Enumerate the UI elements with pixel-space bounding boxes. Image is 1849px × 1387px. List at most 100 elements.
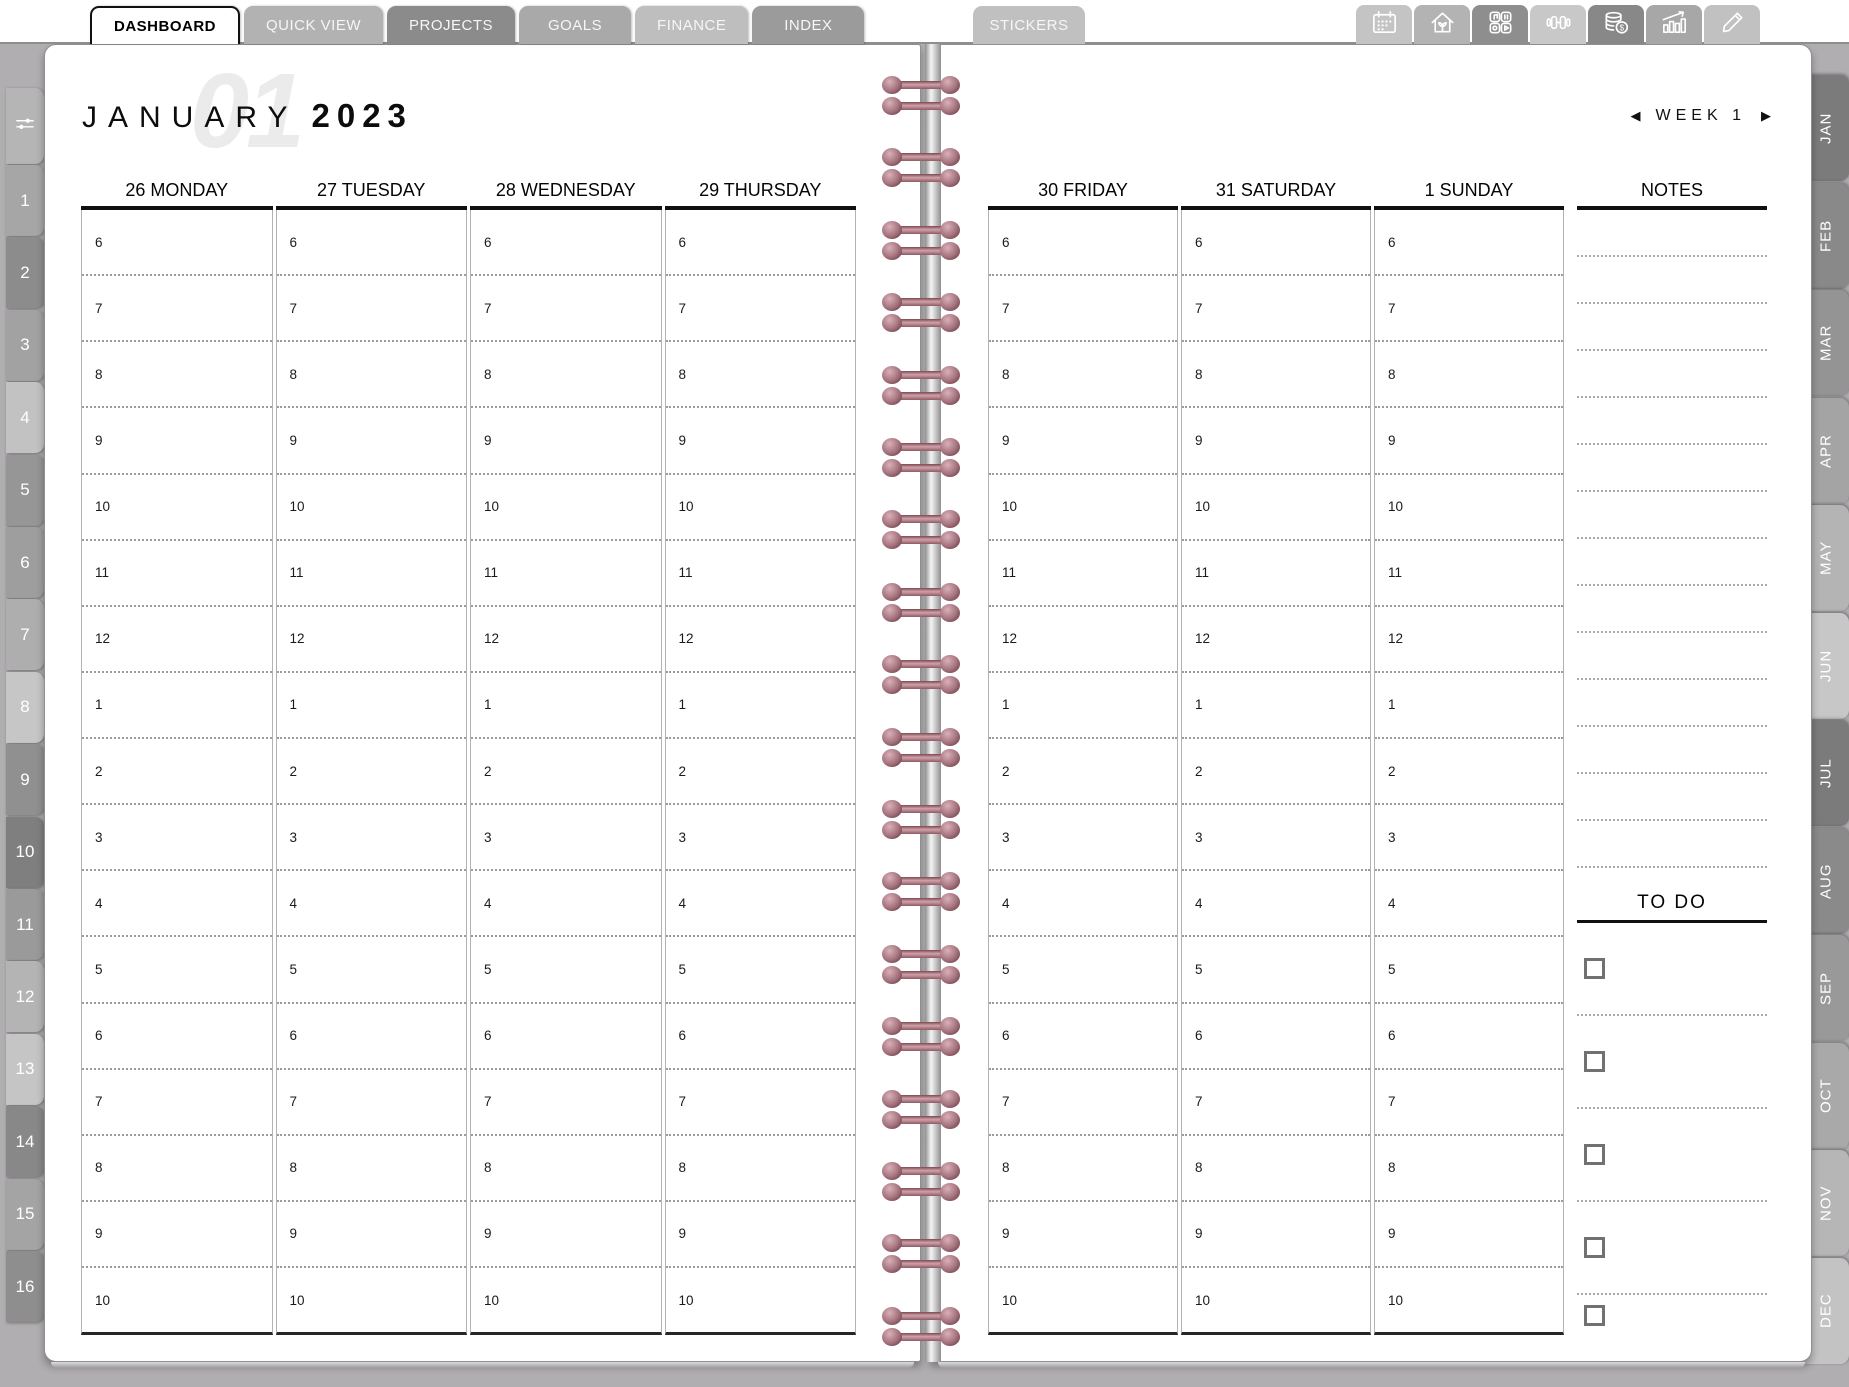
time-slot[interactable]: 9 [1375,408,1563,475]
time-slot[interactable]: 10 [1182,475,1370,541]
week-tab-11[interactable]: 11 [6,889,44,960]
time-slot[interactable]: 2 [1375,739,1563,806]
time-slot[interactable]: 7 [1182,276,1370,343]
time-slot[interactable]: 1 [471,673,661,739]
week-tab-14[interactable]: 14 [6,1106,44,1178]
time-slot[interactable]: 8 [276,1136,466,1202]
time-slot[interactable]: 9 [82,1202,272,1268]
time-slot[interactable]: 9 [1375,1202,1563,1268]
time-slot[interactable]: 6 [82,1004,272,1070]
time-slot[interactable]: 9 [989,408,1177,475]
time-slot[interactable]: 11 [82,541,272,607]
time-slot[interactable]: 9 [665,1202,855,1268]
tab-dumbbell[interactable] [1530,5,1586,44]
time-slot[interactable]: 6 [276,210,466,277]
time-slot[interactable]: 5 [471,937,661,1004]
time-slot[interactable]: 6 [665,210,855,277]
time-slot[interactable]: 5 [1182,937,1370,1004]
todo-item[interactable] [1577,1202,1767,1295]
time-slot[interactable]: 6 [471,210,661,277]
time-slot[interactable]: 12 [1375,607,1563,673]
time-slot[interactable]: 7 [665,276,855,343]
time-slot[interactable]: 11 [276,541,466,607]
tab-finance[interactable]: FINANCE [635,6,749,44]
time-slot[interactable]: 10 [989,1268,1177,1332]
time-slot[interactable]: 6 [276,1004,466,1070]
time-slot[interactable]: 7 [1375,1070,1563,1136]
time-slot[interactable]: 10 [471,1268,661,1332]
time-slot[interactable]: 12 [989,607,1177,673]
notes-line[interactable] [1577,398,1767,445]
tab-index[interactable]: INDEX [752,6,865,44]
time-slot[interactable]: 6 [989,1004,1177,1070]
time-slot[interactable]: 8 [1182,342,1370,409]
todo-checkbox[interactable] [1584,958,1605,979]
time-slot[interactable]: 4 [471,871,661,938]
time-slot[interactable]: 10 [989,475,1177,541]
time-slot[interactable]: 4 [665,871,855,938]
tab-calendar[interactable] [1356,5,1412,44]
notes-line[interactable] [1577,492,1767,539]
previous-week-button[interactable]: ◀ [1630,108,1641,123]
time-slot[interactable]: 7 [276,276,466,343]
time-slot[interactable]: 2 [471,739,661,806]
time-slot[interactable]: 8 [989,1136,1177,1202]
time-slot[interactable]: 6 [1182,210,1370,277]
time-slot[interactable]: 10 [471,475,661,541]
week-tab-5[interactable]: 5 [6,454,44,526]
time-slot[interactable]: 7 [1375,276,1563,343]
time-slot[interactable]: 7 [989,1070,1177,1136]
time-slot[interactable]: 2 [1182,739,1370,806]
time-slot[interactable]: 10 [82,475,272,541]
time-slot[interactable]: 7 [82,1070,272,1136]
time-slot[interactable]: 1 [276,673,466,739]
time-slot[interactable]: 3 [1375,805,1563,872]
time-slot[interactable]: 7 [471,1070,661,1136]
time-slot[interactable]: 7 [82,276,272,343]
time-slot[interactable]: 3 [82,805,272,872]
tab-quick-view[interactable]: QUICK VIEW [244,6,384,44]
time-slot[interactable]: 8 [1182,1136,1370,1202]
time-slot[interactable]: 7 [665,1070,855,1136]
week-tab-6[interactable]: 6 [6,527,44,598]
todo-checkbox[interactable] [1584,1304,1605,1326]
time-slot[interactable]: 5 [82,937,272,1004]
time-slot[interactable]: 3 [1182,805,1370,872]
time-slot[interactable]: 10 [1375,1268,1563,1332]
notes-line[interactable] [1577,774,1767,821]
todo-item[interactable] [1577,1295,1767,1335]
time-slot[interactable]: 11 [1182,541,1370,607]
time-slot[interactable]: 4 [989,871,1177,938]
time-slot[interactable]: 10 [276,475,466,541]
todo-item[interactable] [1577,1016,1767,1109]
filter-tab[interactable] [6,88,44,164]
time-slot[interactable]: 7 [1182,1070,1370,1136]
todo-checkbox[interactable] [1584,1144,1605,1165]
time-slot[interactable]: 1 [665,673,855,739]
time-slot[interactable]: 8 [82,1136,272,1202]
week-tab-7[interactable]: 7 [6,599,44,671]
time-slot[interactable]: 7 [989,276,1177,343]
time-slot[interactable]: 7 [471,276,661,343]
time-slot[interactable]: 9 [471,1202,661,1268]
week-tab-16[interactable]: 16 [6,1251,44,1322]
week-tab-9[interactable]: 9 [6,744,44,816]
time-slot[interactable]: 11 [665,541,855,607]
time-slot[interactable]: 9 [276,1202,466,1268]
time-slot[interactable]: 9 [1182,1202,1370,1268]
time-slot[interactable]: 5 [1375,937,1563,1004]
time-slot[interactable]: 4 [276,871,466,938]
time-slot[interactable]: 6 [989,210,1177,277]
time-slot[interactable]: 12 [82,607,272,673]
tab-pencil[interactable] [1704,5,1760,44]
time-slot[interactable]: 8 [989,342,1177,409]
time-slot[interactable]: 8 [276,342,466,409]
tab-coins[interactable]: $ [1588,5,1644,44]
time-slot[interactable]: 3 [665,805,855,872]
time-slot[interactable]: 12 [1182,607,1370,673]
todo-checkbox[interactable] [1584,1237,1605,1258]
time-slot[interactable]: 1 [82,673,272,739]
time-slot[interactable]: 8 [1375,1136,1563,1202]
week-tab-12[interactable]: 12 [6,961,44,1033]
time-slot[interactable]: 8 [1375,342,1563,409]
